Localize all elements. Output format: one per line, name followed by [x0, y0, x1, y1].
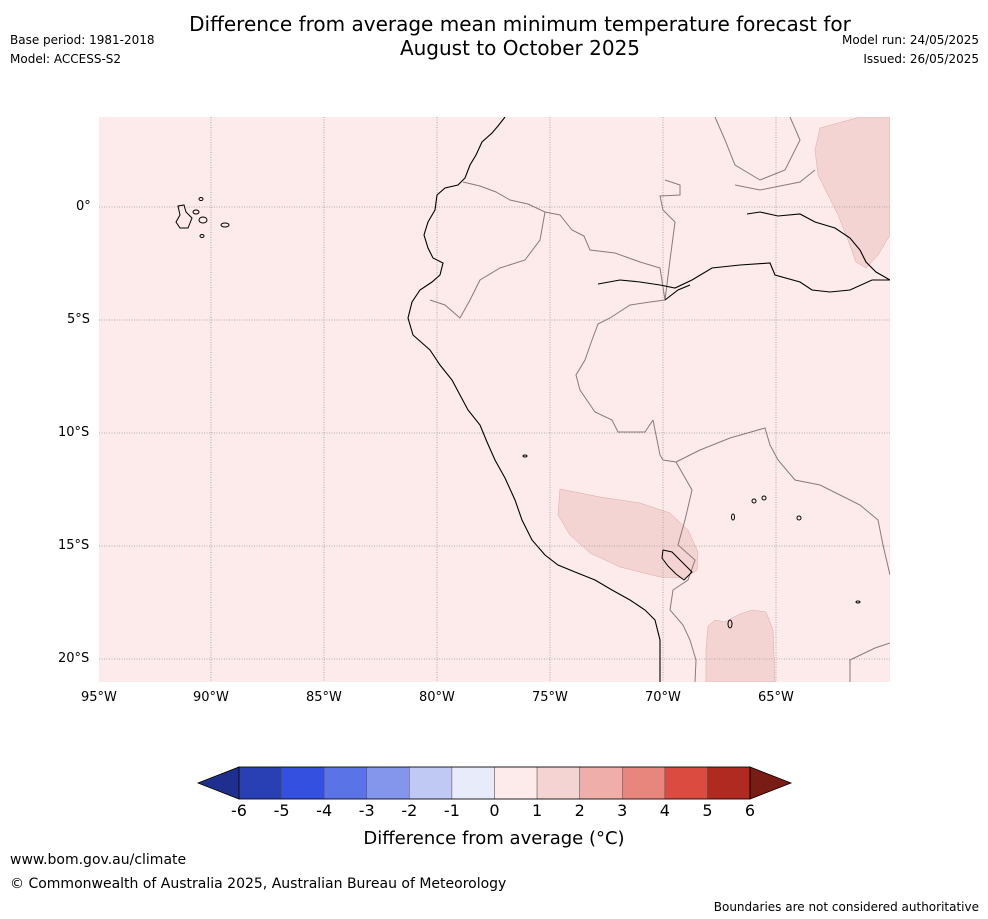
lat-label: 20°S [58, 651, 90, 666]
colorbar-tick: 1 [531, 801, 543, 820]
model-run: Model run: 24/05/2025 [841, 33, 979, 47]
anomaly-patch-south [705, 609, 776, 682]
lat-label: 10°S [58, 425, 90, 440]
anomaly-patch-north-east [814, 117, 890, 269]
colorbar-tick: 6 [744, 801, 756, 820]
colorbar-tick: -1 [443, 801, 460, 820]
lat-label: 5°S [67, 312, 91, 327]
colorbar-swatch [622, 766, 666, 800]
colorbar-tick: 4 [659, 801, 670, 820]
colorbar-tick: 5 [702, 801, 713, 820]
base-period: Base period: 1981-2018 [10, 33, 155, 47]
islands-and-lakes [175, 197, 861, 629]
map-title: Difference from average mean minimum tem… [150, 12, 890, 60]
colorbar-arrow-low [196, 766, 240, 800]
model-name: Model: ACCESS-S2 [10, 52, 122, 66]
colorbar-swatch [536, 766, 580, 800]
lat-label: 15°S [58, 538, 90, 553]
colorbar-tick: -6 [231, 801, 247, 820]
anomaly-patch-south-central [557, 488, 699, 579]
colorbar-swatch [409, 766, 453, 800]
title-line-1: Difference from average mean minimum tem… [189, 12, 851, 36]
colorbar-swatch [281, 766, 325, 800]
colorbar-swatch [451, 766, 495, 800]
colorbar-swatch [579, 766, 623, 800]
colorbar-swatch [664, 766, 708, 800]
colorbar-swatch [366, 766, 410, 800]
graticule [99, 117, 890, 682]
title-line-2: August to October 2025 [399, 36, 641, 60]
lon-label: 70°W [645, 690, 681, 705]
country-borders [429, 117, 890, 682]
colorbar-swatch [323, 766, 367, 800]
lon-label: 95°W [81, 690, 117, 705]
colorbar-swatch [238, 766, 282, 800]
colorbar-title: Difference from average (°C) [363, 828, 625, 849]
colorbar-tick: -2 [401, 801, 418, 820]
lon-label: 65°W [758, 690, 794, 705]
lon-label: 85°W [306, 690, 342, 705]
colorbar-swatch [494, 766, 538, 800]
coastline [407, 117, 890, 682]
footer-disclaimer: Boundaries are not considered authoritat… [713, 900, 979, 914]
colorbar-tick: -5 [273, 801, 290, 820]
colorbar-tick: -3 [358, 801, 375, 820]
colorbar-arrow-high [749, 766, 793, 800]
colorbar-tick: 3 [617, 801, 628, 820]
colorbar-swatch [707, 766, 751, 800]
footer-copyright: © Commonwealth of Australia 2025, Austra… [10, 876, 507, 892]
lon-label: 90°W [193, 690, 229, 705]
colorbar-tick: -4 [316, 801, 333, 820]
lon-label: 75°W [532, 690, 568, 705]
lat-label: 0° [76, 199, 91, 214]
colorbar-tick: 0 [489, 801, 500, 820]
issued-date: Issued: 26/05/2025 [863, 52, 979, 66]
colorbar-tick: 2 [574, 801, 585, 820]
map-background-anomaly [99, 117, 890, 682]
colorbar-border [238, 766, 751, 800]
footer-url: www.bom.gov.au/climate [10, 852, 187, 868]
lon-label: 80°W [419, 690, 455, 705]
